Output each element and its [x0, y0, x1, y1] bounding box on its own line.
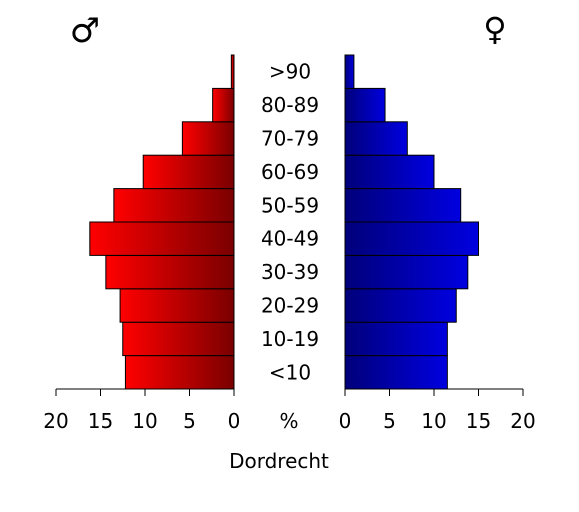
male-symbol-icon: ♂	[70, 11, 100, 51]
female-bar-4	[344, 221, 479, 256]
male-bar-9	[230, 54, 235, 89]
male-axis-tick-label-0: 20	[43, 409, 68, 433]
female-bar-2	[344, 288, 457, 323]
male-bar-1	[122, 321, 235, 357]
age-label-0: <10	[269, 360, 311, 384]
male-bar-5	[113, 188, 235, 223]
female-bar-3	[344, 254, 469, 290]
female-bar-7	[344, 121, 408, 156]
female-symbol-icon: ♀	[483, 10, 506, 48]
female-bar-9	[344, 54, 355, 89]
age-group-labels: <10 10-19 20-29 30-39 40-49 50-59 60-69 70-79 80…	[261, 60, 319, 385]
female-axis-tick-label-1: 5	[383, 409, 396, 433]
female-axis-tick-label-4: 20	[510, 409, 535, 433]
male-bar-6	[142, 154, 235, 190]
male-bar-8	[212, 87, 235, 123]
female-axis-tick-label-0: 0	[339, 409, 352, 433]
male-bar-0	[124, 355, 235, 390]
female-bar-0	[344, 355, 448, 390]
female-axis-tick-label-3: 15	[466, 409, 491, 433]
age-label-3: 30-39	[261, 260, 319, 284]
male-axis-tick-label-4: 0	[228, 409, 241, 433]
male-bars	[89, 54, 235, 390]
female-bar-6	[344, 154, 435, 190]
female-x-axis: 0 5 10 15 20	[339, 388, 536, 433]
male-bar-7	[181, 121, 235, 156]
female-bar-1	[344, 321, 448, 357]
male-axis-tick-label-3: 5	[183, 409, 196, 433]
x-axis-label: Dordrecht	[229, 449, 329, 473]
age-label-1: 10-19	[261, 327, 319, 351]
female-bars	[344, 54, 479, 390]
female-bar-8	[344, 87, 386, 123]
age-label-5: 50-59	[261, 193, 319, 217]
female-bar-5	[344, 188, 462, 223]
male-bar-3	[105, 254, 235, 290]
age-label-6: 60-69	[261, 160, 319, 184]
age-label-7: 70-79	[261, 127, 319, 151]
age-label-8: 80-89	[261, 93, 319, 117]
female-axis-tick-label-2: 10	[421, 409, 446, 433]
male-bar-2	[119, 288, 235, 323]
male-bar-4	[89, 221, 235, 256]
male-axis-tick-label-2: 10	[132, 409, 157, 433]
center-unit-label: %	[279, 409, 298, 433]
male-axis-tick-label-1: 15	[88, 409, 113, 433]
male-x-axis: 20 15 10 5 0	[43, 388, 241, 433]
age-label-9: >90	[269, 60, 311, 84]
age-label-2: 20-29	[261, 294, 319, 318]
age-label-4: 40-49	[261, 227, 319, 251]
